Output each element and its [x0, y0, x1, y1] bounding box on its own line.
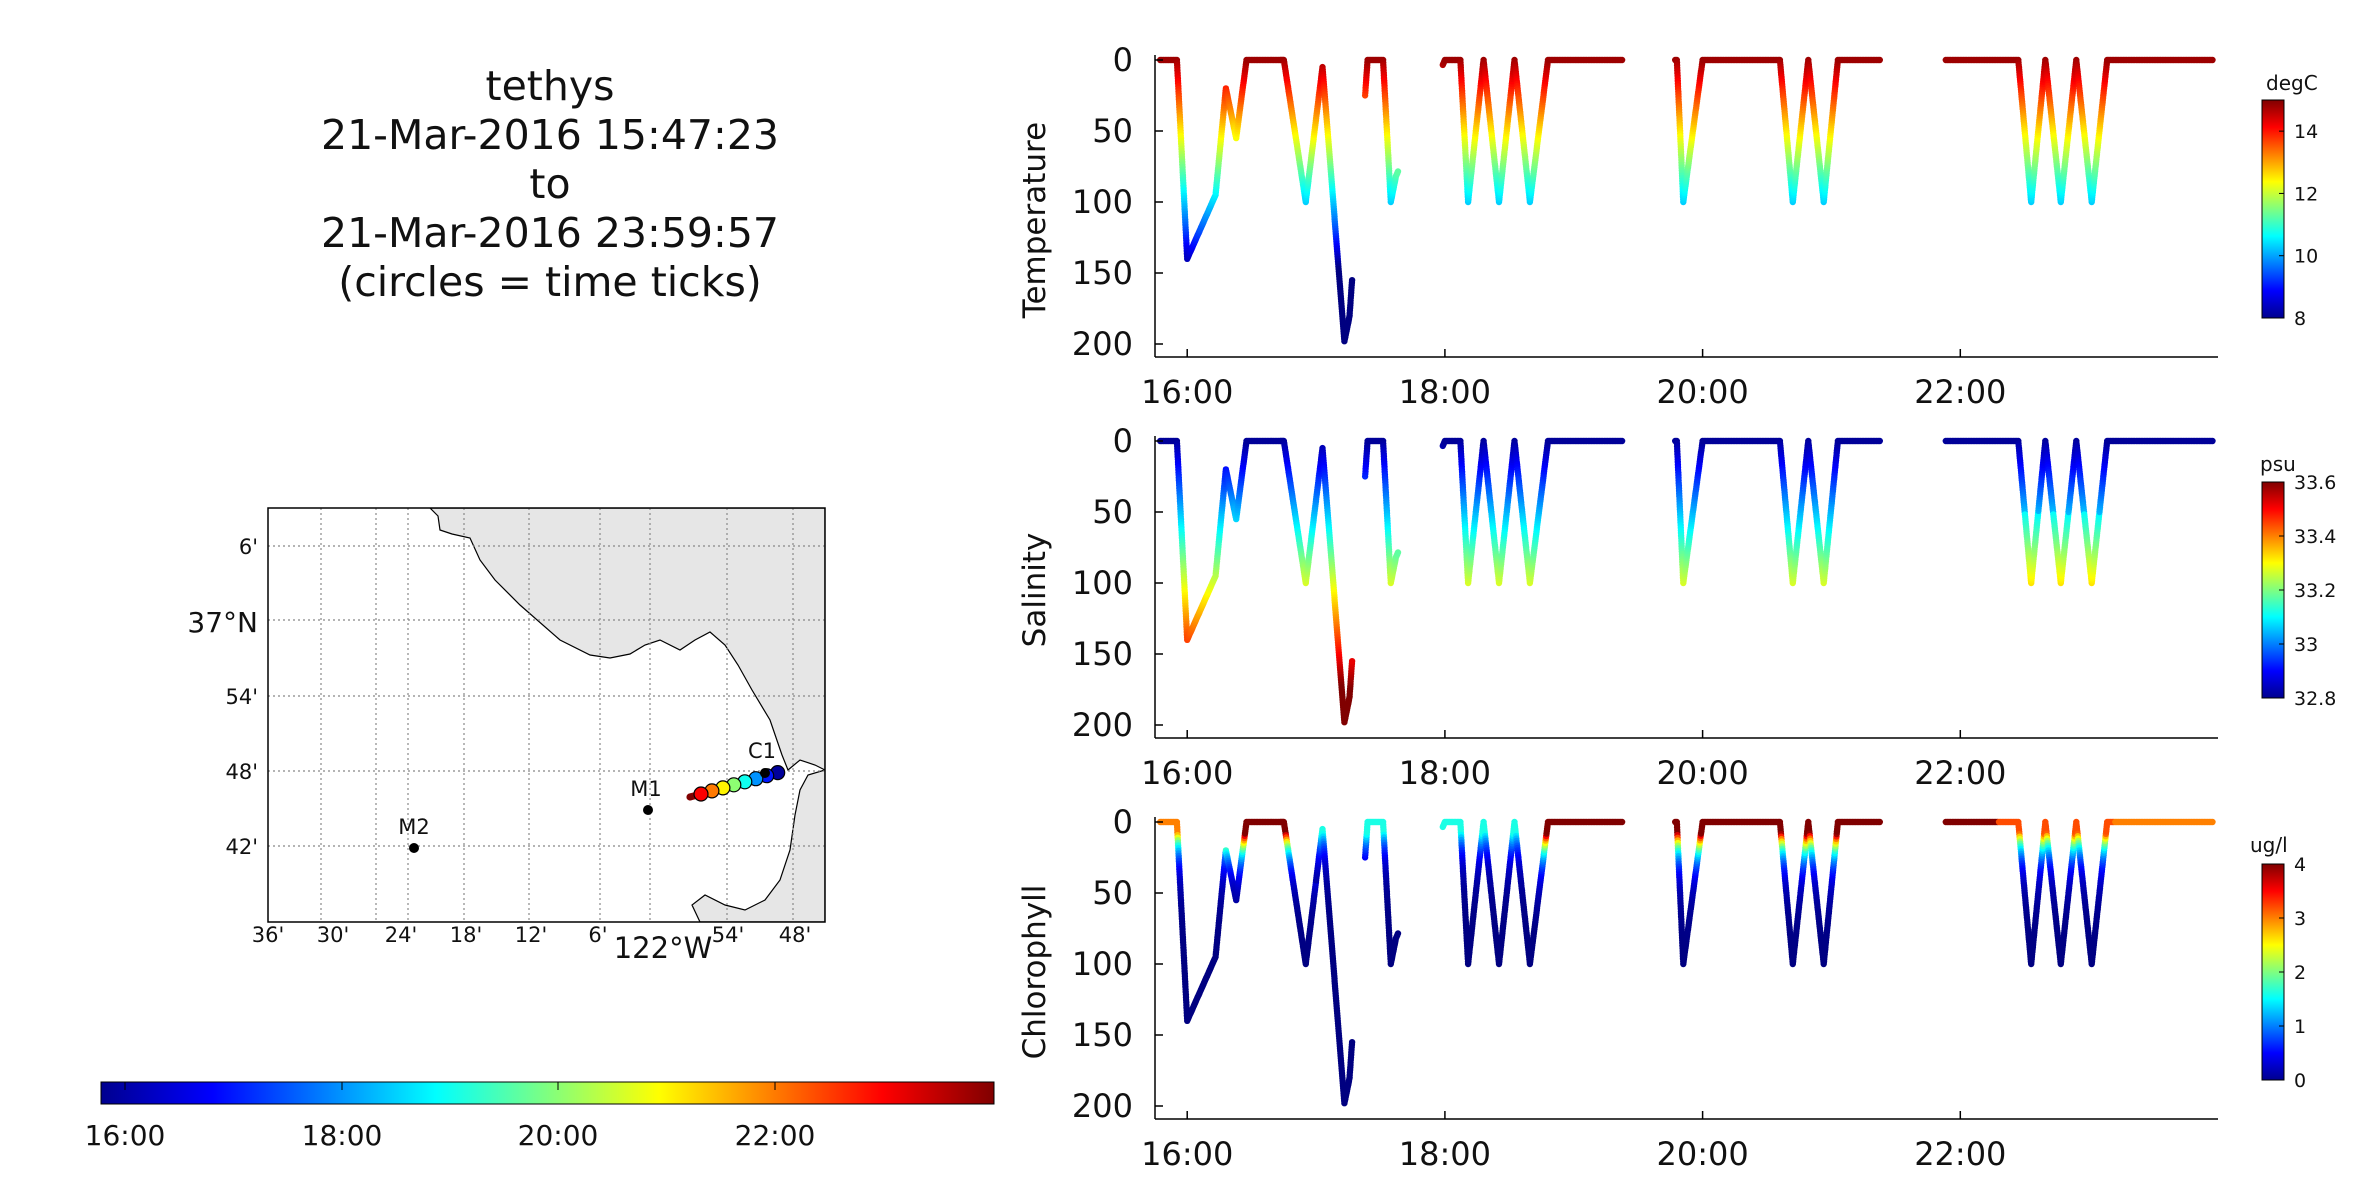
data-point [1618, 56, 1626, 64]
lat-label: 42' [226, 835, 259, 859]
data-point [2209, 56, 2216, 64]
station-c1: C1 [748, 739, 776, 778]
temperature-points [1157, 56, 2216, 345]
time-colorbar: 16:00 18:00 20:00 22:00 [85, 1081, 995, 1152]
x-tick-label: 16:00 [1141, 373, 1233, 411]
data-point [2209, 437, 2216, 445]
time-colorbar-label: 18:00 [302, 1119, 383, 1152]
station-m2: M2 [398, 815, 430, 853]
time-tick-circle [693, 786, 709, 802]
colorbar-tick-label: 8 [2294, 308, 2306, 330]
time-colorbar-label: 22:00 [735, 1119, 816, 1152]
map-panel: 6' 37°N 54' 48' 42' 36' 30' 24' 18' 12' … [187, 507, 826, 965]
y-tick-label: 200 [1072, 325, 1133, 363]
colorbar-tick-label: 10 [2294, 246, 2318, 268]
colorbar-tick-label: 14 [2294, 121, 2318, 143]
chlorophyll-points [1157, 818, 2216, 1107]
data-point [1618, 437, 1626, 445]
data-point [1394, 930, 1402, 937]
lat-label: 6' [239, 535, 258, 559]
y-tick-label: 0 [1113, 422, 1133, 460]
lat-label: 48' [226, 760, 259, 784]
temperature-colorbar: 8 10 12 14 [2261, 99, 2318, 330]
lon-label: 30' [317, 923, 350, 947]
glider-track [686, 764, 786, 802]
data-point [1348, 658, 1356, 665]
lon-label: 54' [712, 923, 745, 947]
y-tick-label: 0 [1113, 41, 1133, 79]
time-colorbar-label: 20:00 [518, 1119, 599, 1152]
data-point [1876, 437, 1884, 445]
colorbar-tick-label: 12 [2294, 183, 2318, 205]
lon-label: 12' [515, 923, 548, 947]
title-note: (circles = time ticks) [338, 258, 762, 306]
lon-label: 18' [450, 923, 483, 947]
vehicle-name: tethys [485, 62, 615, 110]
colorbar-gradient [2261, 99, 2285, 319]
title-to: to [529, 160, 571, 208]
colorbar-tick-label: 33.6 [2294, 472, 2336, 494]
x-tick-label: 18:00 [1399, 373, 1491, 411]
temperature-colorbar-label: degC [2266, 71, 2318, 95]
salinity-colorbar: 32.8 33 33.2 33.4 33.6 [2261, 472, 2336, 710]
data-point [1394, 549, 1402, 556]
salinity-points [1157, 437, 2216, 726]
x-tick-label: 18:00 [1399, 754, 1491, 792]
station-label: M2 [398, 815, 429, 839]
y-tick-label: 50 [1092, 493, 1133, 531]
map-frame [267, 507, 826, 923]
colorbar-tick-label: 33.2 [2294, 580, 2336, 602]
lon-label: 48' [779, 923, 812, 947]
start-time: 21-Mar-2016 15:47:23 [320, 111, 779, 159]
data-point [1876, 56, 1884, 64]
x-tick-label: 20:00 [1656, 373, 1748, 411]
salinity-colorbar-label: psu [2260, 452, 2296, 476]
station-label: M1 [630, 777, 661, 801]
data-point [1348, 1039, 1356, 1046]
lon-label: 24' [385, 923, 418, 947]
y-tick-label: 100 [1072, 183, 1133, 221]
y-tick-label: 50 [1092, 112, 1133, 150]
data-point [1348, 277, 1356, 284]
x-tick-label: 16:00 [1141, 754, 1233, 792]
lon-label: 36' [252, 923, 285, 947]
land-area [429, 508, 825, 922]
data-point [1394, 168, 1402, 175]
station-label: C1 [748, 739, 776, 763]
time-colorbar-label: 16:00 [85, 1119, 166, 1152]
colorbar-tick-label: 33.4 [2294, 526, 2336, 548]
colorbar-tick-label: 33 [2294, 634, 2318, 656]
end-time: 21-Mar-2016 23:59:57 [320, 209, 779, 257]
track-point [686, 793, 694, 801]
station-m1: M1 [630, 777, 662, 815]
y-tick-label: 100 [1072, 564, 1133, 602]
lon-label: 122°W [614, 931, 713, 965]
lat-label: 54' [226, 685, 259, 709]
time-colorbar-ticks [124, 1082, 776, 1090]
x-tick-label: 22:00 [1914, 754, 2006, 792]
y-tick-label: 200 [1072, 706, 1133, 744]
y-tick-label: 150 [1072, 635, 1133, 673]
lat-label: 37°N [187, 606, 258, 639]
figure-title: tethys 21-Mar-2016 15:47:23 to 21-Mar-20… [210, 62, 890, 307]
salinity-ylabel: Salinity [1017, 533, 1053, 648]
map-grid [268, 508, 825, 922]
lon-label: 6' [588, 923, 607, 947]
temperature-ylabel: Temperature [1017, 122, 1053, 319]
map-axis-labels: 6' 37°N 54' 48' 42' 36' 30' 24' 18' 12' … [187, 535, 811, 965]
time-colorbar-gradient [100, 1081, 995, 1105]
colorbar-tick-label: 32.8 [2294, 688, 2336, 710]
y-tick-label: 150 [1072, 254, 1133, 292]
x-tick-label: 22:00 [1914, 373, 2006, 411]
x-tick-label: 20:00 [1656, 754, 1748, 792]
